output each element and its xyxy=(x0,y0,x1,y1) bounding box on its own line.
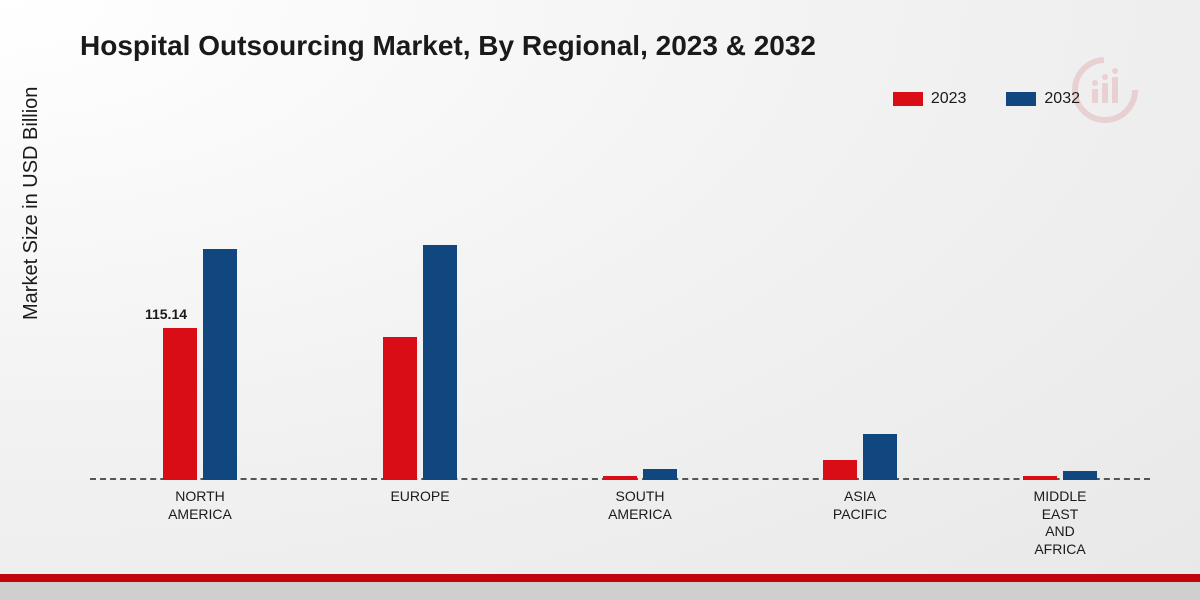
chart-title: Hospital Outsourcing Market, By Regional… xyxy=(80,30,816,62)
legend-swatch-2032 xyxy=(1006,92,1036,106)
brand-watermark-icon xyxy=(1070,55,1140,130)
bar-2023 xyxy=(603,476,637,480)
x-label: NORTH AMERICA xyxy=(130,488,270,523)
chart-legend: 2023 2032 xyxy=(893,90,1080,108)
x-label: SOUTH AMERICA xyxy=(570,488,710,523)
legend-swatch-2023 xyxy=(893,92,923,106)
bar-group-north-america: 115.14 xyxy=(130,249,270,480)
legend-label-2032: 2032 xyxy=(1044,90,1080,108)
bar-group-mea xyxy=(990,471,1130,480)
footer-stripe-red xyxy=(0,574,1200,582)
legend-item-2032: 2032 xyxy=(1006,90,1080,108)
bar-2023 xyxy=(163,328,197,480)
bar-2023 xyxy=(383,337,417,480)
bar-2023 xyxy=(823,460,857,480)
bar-2032 xyxy=(863,434,897,480)
x-label: ASIA PACIFIC xyxy=(790,488,930,523)
legend-item-2023: 2023 xyxy=(893,90,967,108)
bar-group-europe xyxy=(350,245,490,480)
bar-2032 xyxy=(1063,471,1097,480)
bar-2023 xyxy=(1023,476,1057,480)
x-label: MIDDLE EAST AND AFRICA xyxy=(990,488,1130,558)
legend-label-2023: 2023 xyxy=(931,90,967,108)
footer-stripe-grey xyxy=(0,582,1200,600)
bar-group-asia-pacific xyxy=(790,434,930,480)
bar-value-label: 115.14 xyxy=(145,306,187,322)
bar-2032 xyxy=(643,469,677,480)
x-label: EUROPE xyxy=(350,488,490,506)
bar-group-south-america xyxy=(570,469,710,480)
y-axis-label: Market Size in USD Billion xyxy=(20,87,43,320)
bar-2032 xyxy=(203,249,237,480)
bar-2032 xyxy=(423,245,457,480)
chart-plot-area: 115.14 xyxy=(90,150,1150,480)
